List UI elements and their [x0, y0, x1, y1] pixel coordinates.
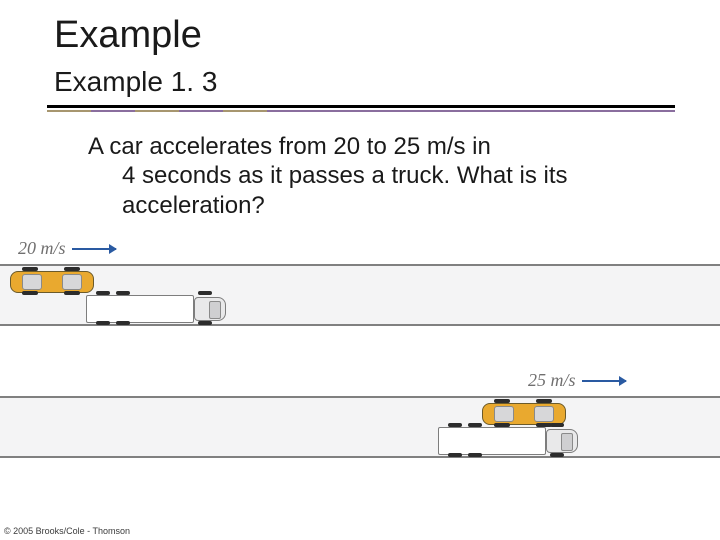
slide: Example Example 1. 3 A car accelerates f…	[0, 0, 720, 540]
copyright-text: © 2005 Brooks/Cole - Thomson	[4, 526, 130, 536]
slide-title: Example	[54, 14, 202, 57]
truck-top	[86, 293, 234, 323]
title-rule-segment	[267, 110, 675, 112]
truck-trailer	[438, 427, 546, 455]
truck-wheel	[116, 321, 130, 325]
speed-value-initial: 20 m/s	[18, 238, 66, 259]
title-rule-segment	[223, 110, 267, 112]
road-band-top	[0, 264, 720, 326]
title-rule-segment	[47, 110, 91, 112]
truck-wheel	[468, 453, 482, 457]
car-window	[62, 274, 82, 290]
car-window	[494, 406, 514, 422]
title-rule-segment	[91, 110, 135, 112]
speed-label-final: 25 m/s	[528, 370, 626, 391]
arrow-right-icon	[582, 380, 626, 382]
title-rule-segment	[135, 110, 179, 112]
title-rule-thick	[47, 105, 675, 108]
truck-wheel	[198, 321, 212, 325]
problem-line-1: A car accelerates from 20 to 25 m/s in	[88, 133, 491, 160]
diagram: 20 m/s	[0, 236, 720, 496]
truck-cab	[194, 297, 226, 321]
car-window	[22, 274, 42, 290]
truck-wheel	[96, 321, 110, 325]
truck-wheel	[550, 423, 564, 427]
truck-wheel	[550, 453, 564, 457]
truck-bottom	[438, 425, 586, 455]
speed-value-final: 25 m/s	[528, 370, 576, 391]
truck-trailer	[86, 295, 194, 323]
title-rule	[47, 105, 675, 112]
car-top	[6, 269, 96, 293]
title-rule-segment	[179, 110, 223, 112]
problem-text: A car accelerates from 20 to 25 m/s in 4…	[88, 132, 648, 220]
problem-line-2: 4 seconds as it passes a truck. What is …	[88, 161, 648, 190]
truck-wheel	[448, 453, 462, 457]
truck-cab	[546, 429, 578, 453]
car-wheel	[64, 291, 80, 295]
car-bottom	[478, 401, 568, 425]
slide-subtitle: Example 1. 3	[54, 66, 217, 98]
car-wheel	[22, 291, 38, 295]
arrow-right-icon	[72, 248, 116, 250]
road-band-bottom	[0, 396, 720, 458]
car-window	[534, 406, 554, 422]
speed-label-initial: 20 m/s	[18, 238, 116, 259]
title-rule-segments	[47, 110, 675, 112]
problem-line-3: acceleration?	[88, 191, 648, 220]
truck-wheel	[198, 291, 212, 295]
